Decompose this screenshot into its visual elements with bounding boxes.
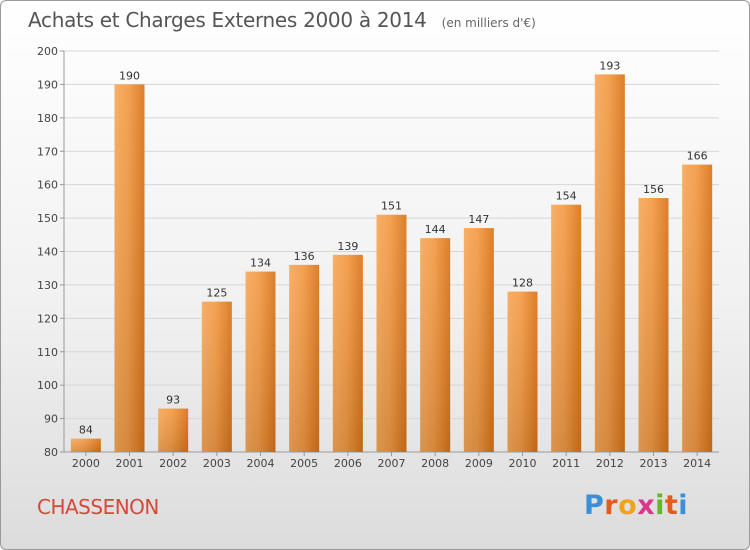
x-tick-label: 2007 — [378, 457, 406, 470]
commune-name: CHASSENON — [37, 495, 159, 519]
bar-value-label: 147 — [468, 213, 489, 226]
x-tick-label: 2001 — [116, 457, 144, 470]
bar-value-label: 134 — [250, 257, 271, 270]
y-tick-label: 150 — [37, 212, 58, 225]
bar-shade — [376, 214, 407, 452]
logo-letter: P — [584, 490, 605, 521]
y-tick-label: 80 — [44, 446, 58, 459]
bar-value-label: 156 — [643, 183, 664, 196]
title-row: Achats et Charges Externes 2000 à 2014 (… — [28, 8, 536, 32]
bar-shade — [638, 198, 669, 452]
x-tick-label: 2010 — [509, 457, 537, 470]
y-tick-label: 180 — [37, 112, 58, 125]
x-tick-labels: 2000 2001 2002 2003 2004 2005 2006 2007 2008 2009… — [72, 457, 711, 470]
data-labels: 84 190 93 125 134 136 139 151 144 147 128 154 193 156… — [79, 59, 708, 436]
proxiti-logo: Proxiti — [584, 490, 688, 521]
bar-shade — [420, 238, 451, 452]
logo-letter: t — [664, 490, 679, 521]
bar-value-label: 128 — [512, 277, 533, 290]
y-tick-label: 170 — [37, 145, 58, 158]
bar-shade — [507, 291, 538, 452]
bar-shade — [70, 438, 101, 452]
bar-shade — [463, 228, 494, 452]
x-tick-label: 2014 — [683, 457, 711, 470]
bar-value-label: 144 — [425, 223, 446, 236]
bar-value-label: 151 — [381, 200, 402, 213]
y-tick-label: 120 — [37, 312, 58, 325]
logo-letter: x — [637, 490, 656, 521]
bar-shade — [158, 408, 189, 452]
y-tick-label: 100 — [37, 379, 58, 392]
bar-shade — [332, 254, 363, 452]
x-tick-label: 2006 — [334, 457, 362, 470]
bar-value-label: 136 — [294, 250, 315, 263]
bars — [70, 74, 713, 453]
y-tick-label: 200 — [37, 45, 58, 58]
y-tick-label: 160 — [37, 179, 58, 192]
chart-title: Achats et Charges Externes 2000 à 2014 — [28, 8, 427, 32]
bar-shade — [594, 74, 625, 453]
y-tick-label: 190 — [37, 78, 58, 91]
bar-value-label: 193 — [599, 59, 620, 72]
y-tick-label: 130 — [37, 279, 58, 292]
y-tick-labels: 80 90 100 110 120 130 140 150 160 170 180 190 200 — [37, 45, 58, 459]
chart-subtitle: (en milliers d'€) — [441, 16, 536, 30]
x-tick-label: 2003 — [203, 457, 231, 470]
x-tick-label: 2000 — [72, 457, 100, 470]
bar-shade — [245, 271, 276, 452]
y-tick-label: 110 — [37, 346, 58, 359]
logo-letter: r — [604, 490, 619, 521]
logo-letter: o — [618, 490, 638, 521]
logo-letter: i — [655, 490, 665, 521]
y-tick-label: 140 — [37, 246, 58, 259]
x-tick-label: 2012 — [596, 457, 624, 470]
logo-letter: i — [678, 490, 689, 521]
y-tick-label: 90 — [44, 413, 58, 426]
bar-value-label: 139 — [337, 240, 358, 253]
x-tick-label: 2013 — [640, 457, 668, 470]
x-tick-label: 2008 — [421, 457, 449, 470]
bar-value-label: 84 — [79, 424, 93, 437]
bar-shade — [114, 84, 145, 453]
bar-shade — [682, 164, 713, 452]
bar-value-label: 125 — [206, 287, 227, 300]
bar-shade — [551, 204, 582, 452]
bar-shade — [201, 301, 232, 452]
x-tick-label: 2011 — [552, 457, 580, 470]
bar-value-label: 190 — [119, 69, 140, 82]
x-tick-label: 2004 — [247, 457, 275, 470]
x-tick-label: 2009 — [465, 457, 493, 470]
x-tick-label: 2002 — [159, 457, 187, 470]
bar-shade — [289, 264, 320, 452]
bar-value-label: 93 — [166, 394, 180, 407]
x-tick-label: 2005 — [290, 457, 318, 470]
bar-value-label: 154 — [556, 190, 577, 203]
bar-value-label: 166 — [687, 150, 708, 163]
